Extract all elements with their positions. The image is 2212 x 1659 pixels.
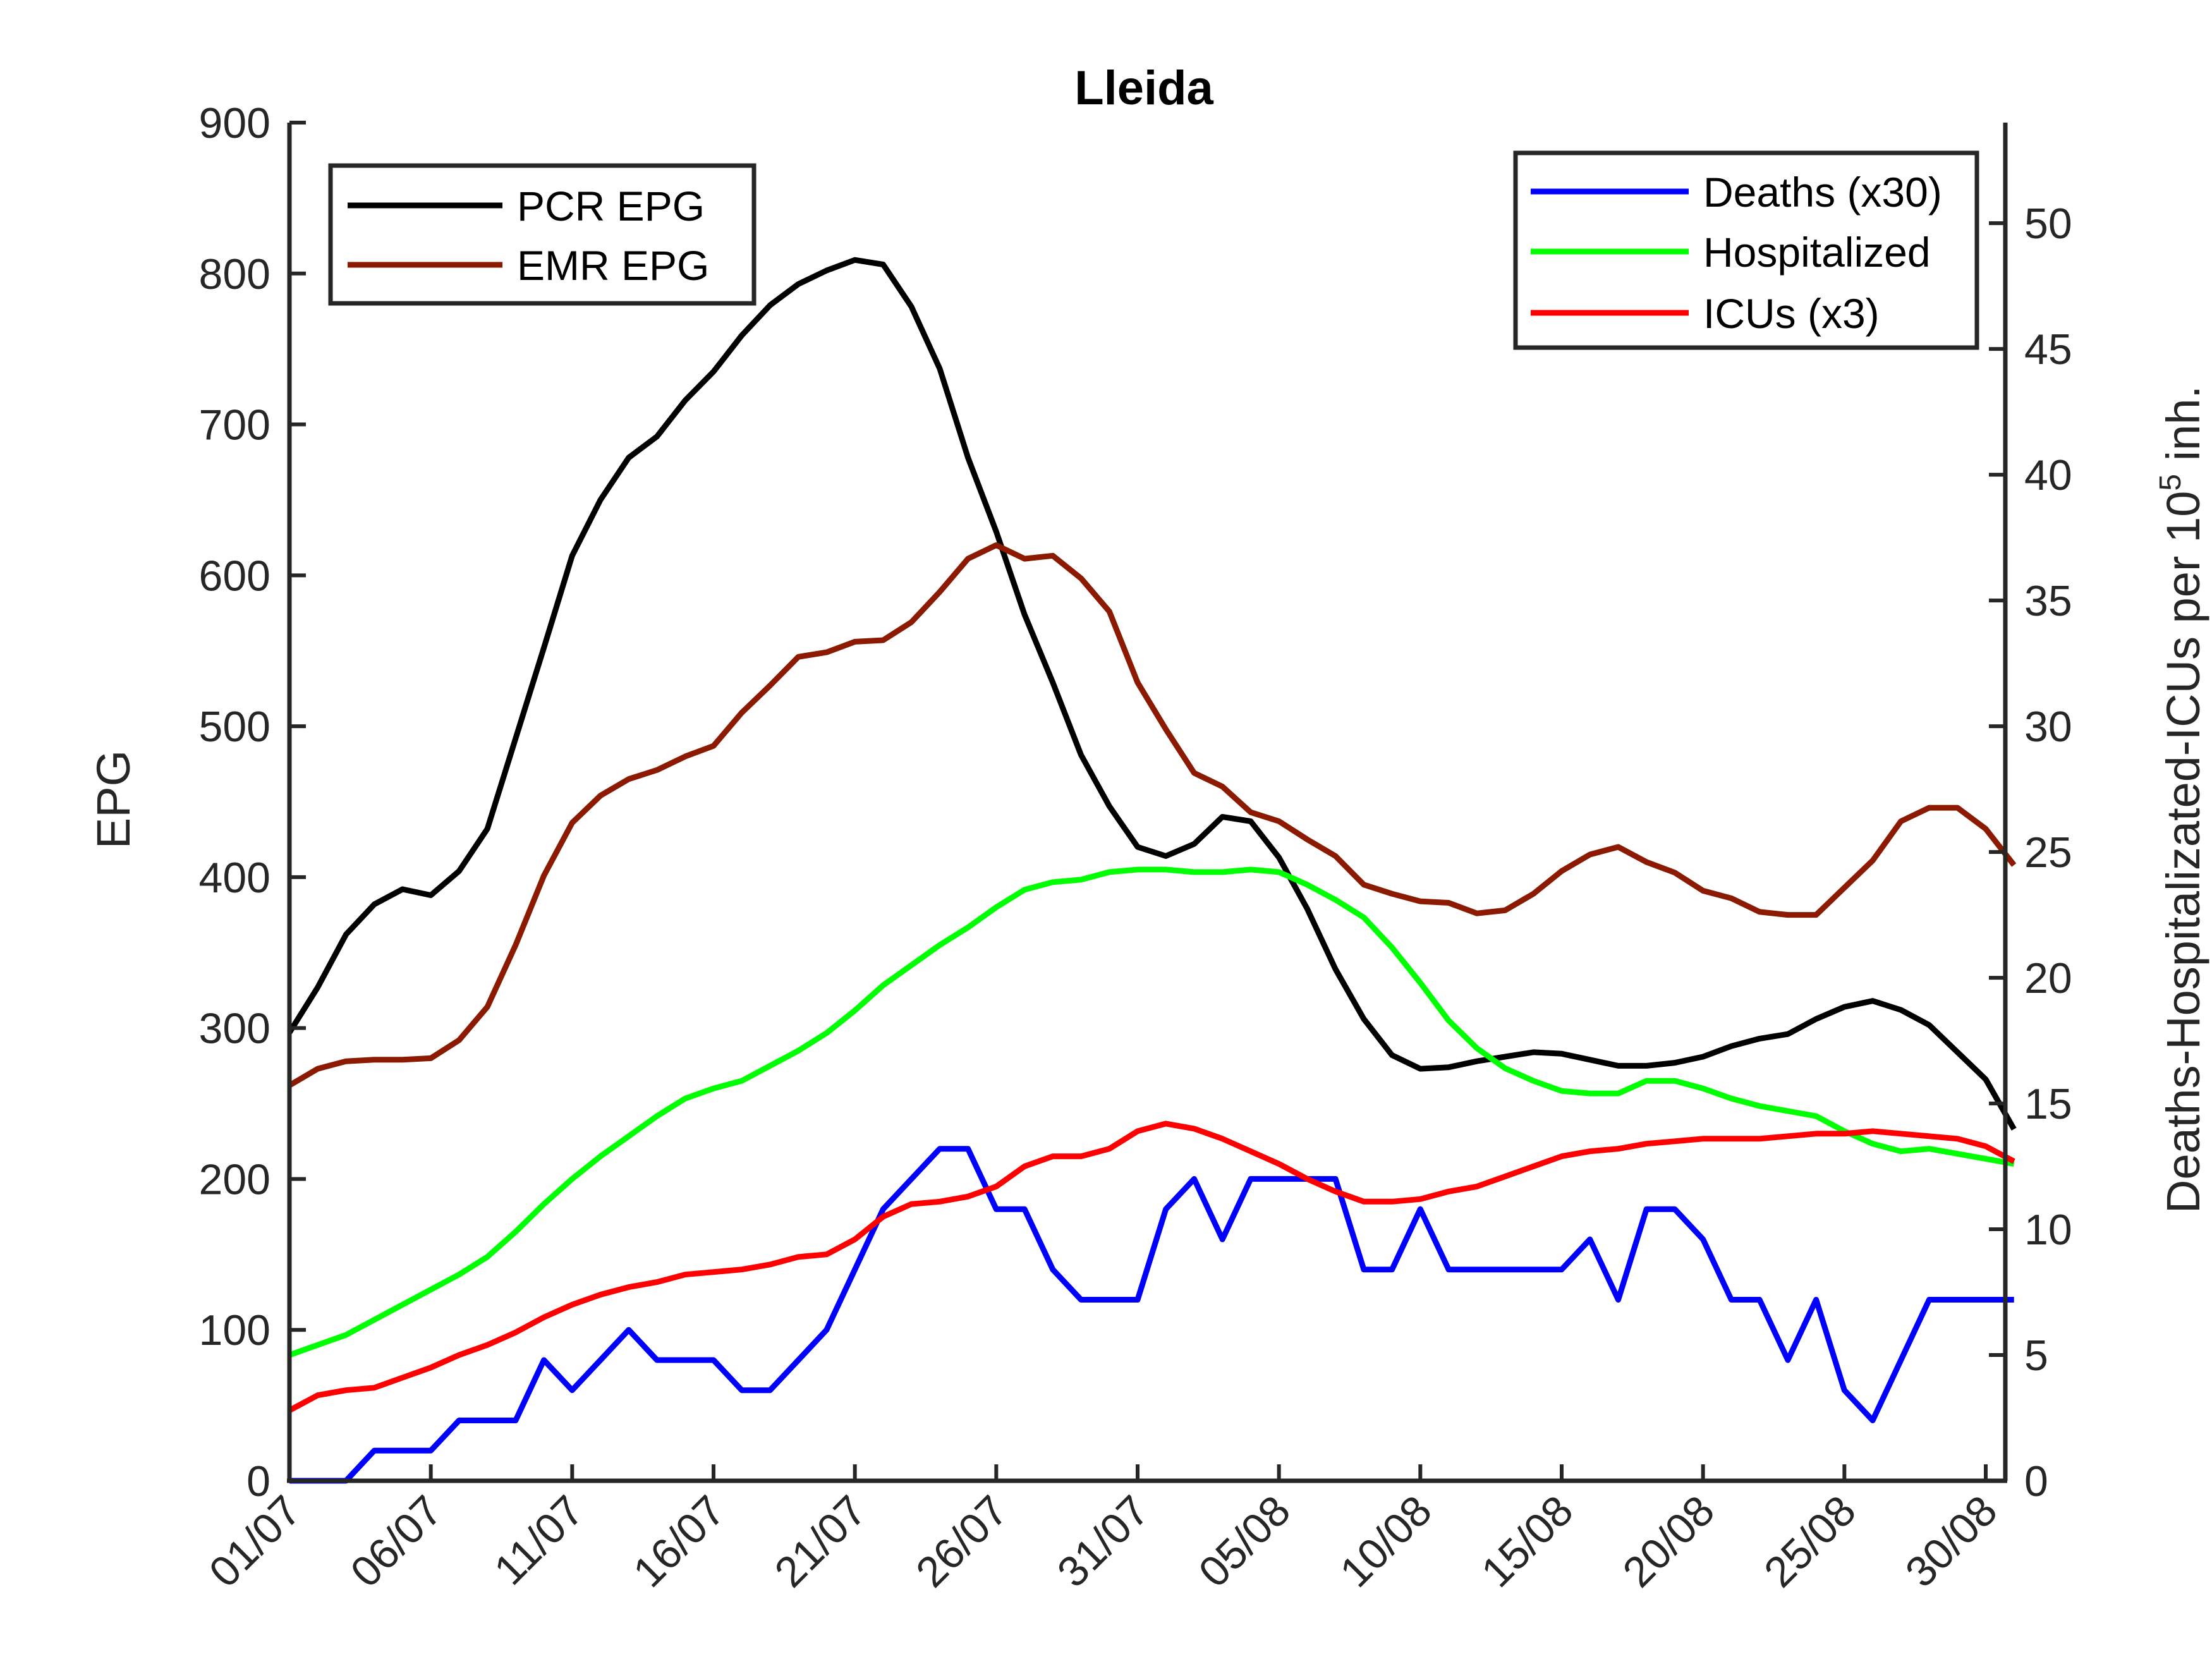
legend-deaths-label: Deaths (x30)	[1703, 169, 1942, 216]
left-tick-label: 400	[199, 854, 270, 902]
plot-lines	[287, 257, 2017, 1484]
right-tick-label: 45	[2024, 325, 2072, 374]
right-tick-label: 50	[2024, 200, 2072, 248]
series-line-hospitalized	[288, 866, 2015, 1358]
right-axis-title-sup: 5	[2154, 474, 2187, 491]
right-tick-label: 5	[2024, 1332, 2048, 1380]
left-tick-label: 100	[199, 1306, 270, 1354]
x-tick-label: 06/07	[341, 1486, 451, 1596]
legend-pcr-label: PCR EPG	[517, 183, 705, 229]
x-tick-label: 20/08	[1613, 1486, 1723, 1596]
left-tick-label: 500	[199, 703, 270, 751]
left-tick-label: 600	[199, 552, 270, 600]
left-ticks: 0 100 200 300 400 500 600 700 800 900	[199, 99, 306, 1505]
right-tick-label: 40	[2024, 451, 2072, 499]
right-axis-title: Deaths-Hospitalizated-ICUs per 105 inh.	[2154, 386, 2209, 1213]
x-tick-label: 11/07	[485, 1486, 593, 1595]
left-axis-title: EPG	[87, 750, 140, 849]
right-axis-title-suffix: inh.	[2157, 386, 2209, 474]
legend-icus-label: ICUs (x3)	[1703, 290, 1880, 337]
right-tick-label: 10	[2024, 1206, 2072, 1254]
x-tick-label: 25/08	[1755, 1486, 1865, 1596]
legend-left-box	[328, 163, 757, 306]
x-tick-label: 26/07	[907, 1486, 1017, 1596]
chart-title: Lleida	[1074, 61, 1213, 115]
right-tick-label: 20	[2024, 954, 2072, 1002]
right-axis-title-main: Deaths-Hospitalizated-ICUs per 10	[2157, 491, 2209, 1213]
x-tick-label: 15/08	[1473, 1486, 1583, 1596]
legend-left: PCR EPG EMR EPG	[328, 163, 757, 306]
series-line-deaths-x30	[289, 1146, 2014, 1484]
series-line-emr-epg	[288, 542, 2017, 1088]
x-tick-label: 16/07	[624, 1486, 734, 1596]
x-tick-label: 31/07	[1048, 1486, 1158, 1596]
left-tick-label: 0	[246, 1457, 270, 1505]
right-tick-label: 35	[2024, 577, 2072, 625]
x-ticks: 01/07 06/07 11/07 16/07 21/07 26/07 31/07 05/08…	[200, 1464, 2007, 1596]
x-tick-label: 21/07	[765, 1486, 875, 1596]
right-ticks: 0 5 10 15 20 25 30 35 40 45 50	[1989, 200, 2072, 1505]
left-tick-label: 200	[199, 1155, 270, 1203]
left-tick-label: 700	[199, 401, 270, 449]
right-tick-label: 0	[2024, 1457, 2048, 1505]
x-tick-label: 30/08	[1897, 1486, 2007, 1596]
legend-emr-label: EMR EPG	[517, 242, 709, 289]
left-tick-label: 800	[199, 250, 270, 298]
legend-right: Deaths (x30) Hospitalized ICUs (x3)	[1513, 150, 1979, 350]
x-tick-label: 10/08	[1331, 1486, 1441, 1596]
right-tick-label: 25	[2024, 829, 2072, 877]
right-tick-label: 15	[2024, 1080, 2072, 1128]
x-tick-label: 05/08	[1189, 1486, 1299, 1596]
left-tick-label: 300	[199, 1005, 270, 1053]
left-tick-label: 900	[199, 99, 270, 147]
series-line-pcr-epg	[287, 257, 2017, 1131]
legend-hosp-label: Hospitalized	[1703, 229, 1931, 276]
series-line-icus-x3	[288, 1121, 2015, 1413]
right-tick-label: 30	[2024, 703, 2072, 751]
